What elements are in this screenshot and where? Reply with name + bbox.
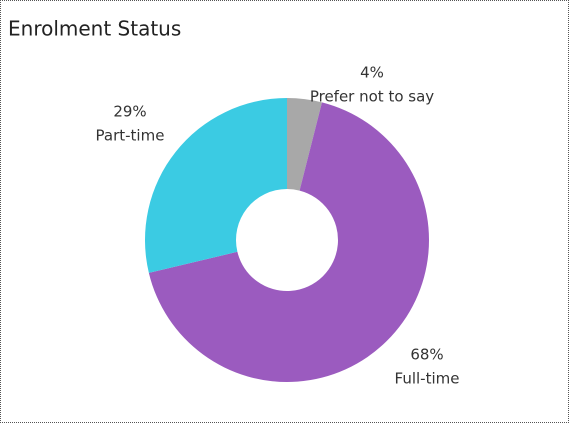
slice: [145, 97, 287, 273]
value-label: 29%: [113, 103, 146, 121]
value-label: 68%: [410, 346, 443, 364]
category-label: Full-time: [395, 370, 460, 388]
category-label: Part-time: [96, 127, 165, 145]
slice: [287, 98, 322, 191]
slice: [148, 102, 429, 382]
category-label: Prefer not to say: [310, 88, 434, 106]
value-label: 4%: [360, 64, 384, 82]
chart-title: Enrolment Status: [8, 17, 181, 41]
